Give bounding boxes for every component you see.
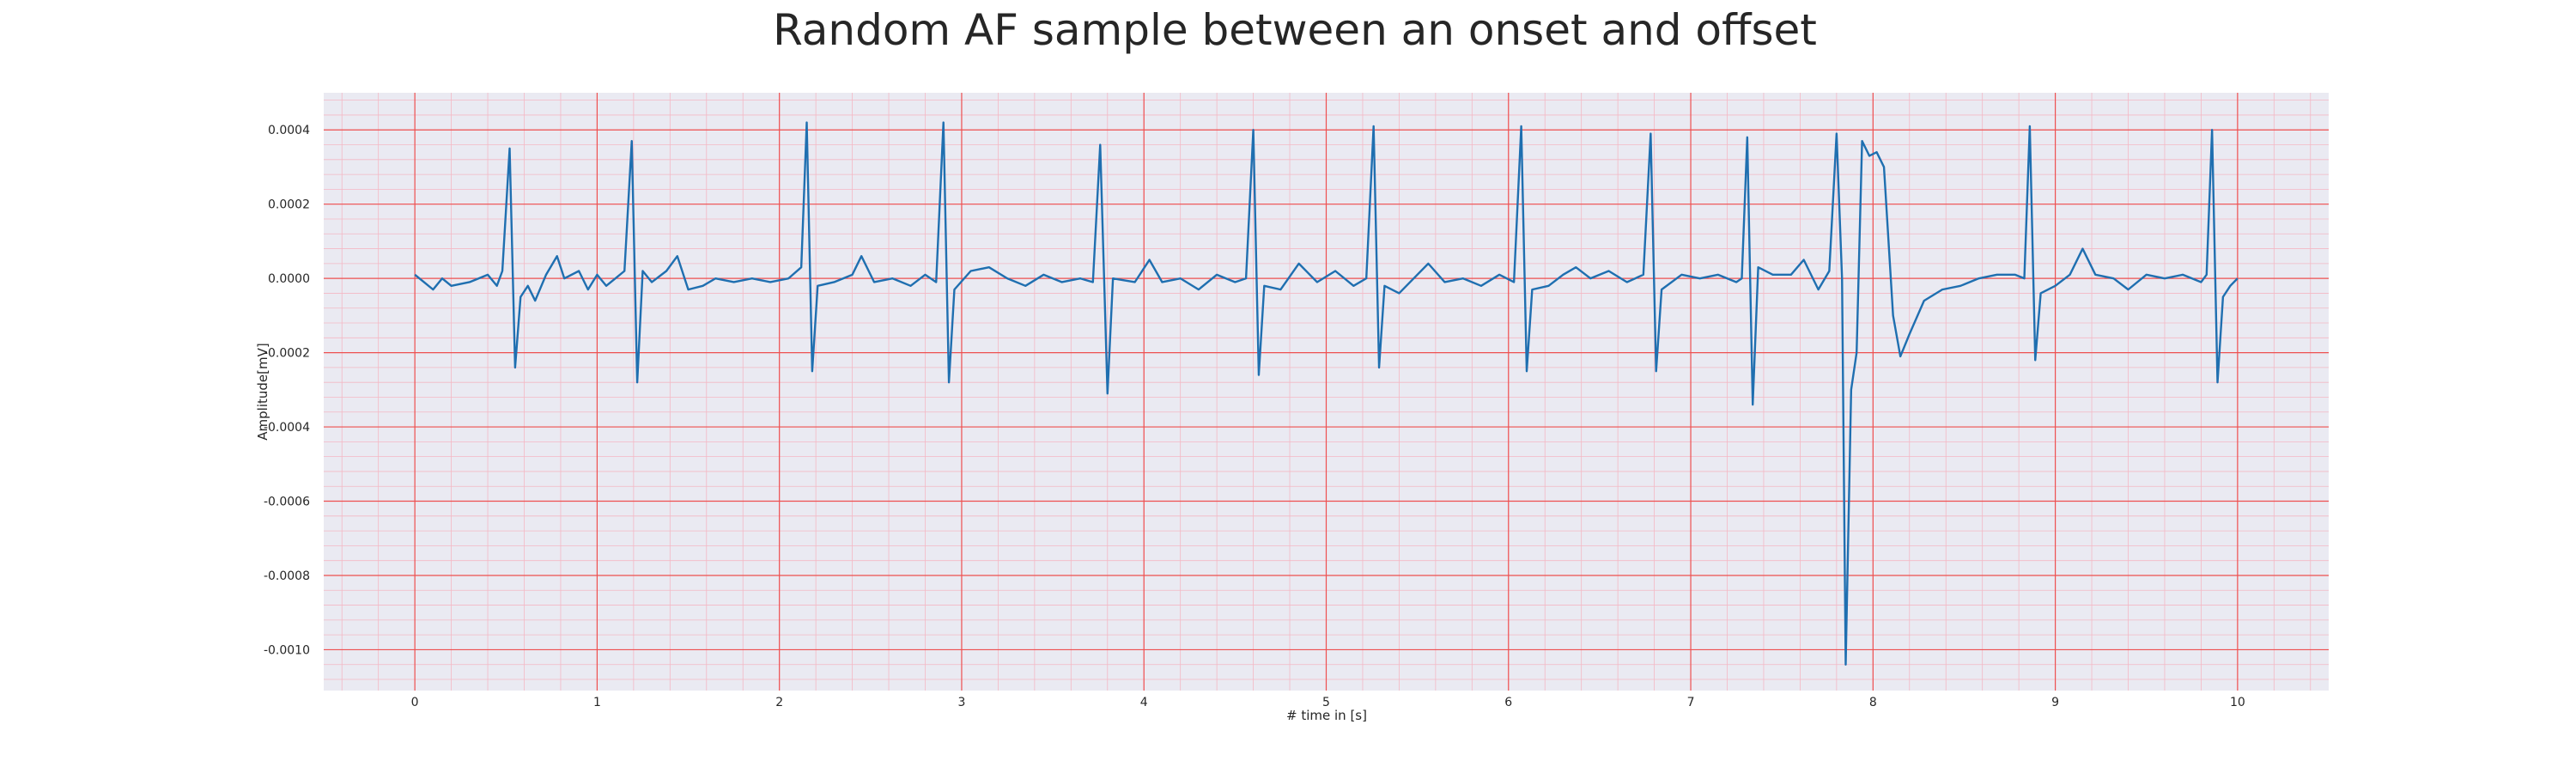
y-tick-label: 0.0004 — [268, 124, 310, 137]
y-tick-label: -0.0008 — [264, 569, 310, 583]
x-tick-label: 3 — [957, 696, 965, 709]
x-tick-label: 4 — [1140, 696, 1148, 709]
chart-title: Random AF sample between an onset and of… — [773, 5, 1817, 55]
y-tick-label: -0.0010 — [264, 643, 310, 657]
x-tick-label: 0 — [411, 696, 419, 709]
x-axis-label: # time in [s] — [1286, 708, 1367, 723]
y-tick-label: -0.0002 — [264, 347, 310, 361]
x-tick-label: 5 — [1322, 696, 1330, 709]
y-tick-label: -0.0004 — [264, 421, 310, 435]
y-axis-label: Amplitude[mV] — [255, 343, 270, 440]
x-tick-label: 9 — [2051, 696, 2059, 709]
y-tick-label: 0.0000 — [268, 272, 310, 286]
x-tick-label: 10 — [2230, 696, 2245, 709]
y-tick-label: 0.0002 — [268, 198, 310, 212]
x-tick-label: 2 — [775, 696, 783, 709]
x-tick-label: 6 — [1504, 696, 1512, 709]
x-tick-label: 8 — [1869, 696, 1877, 709]
x-tick-label: 7 — [1687, 696, 1695, 709]
ecg-line — [414, 121, 2239, 666]
y-tick-label: -0.0006 — [264, 496, 310, 509]
x-tick-label: 1 — [593, 696, 601, 709]
